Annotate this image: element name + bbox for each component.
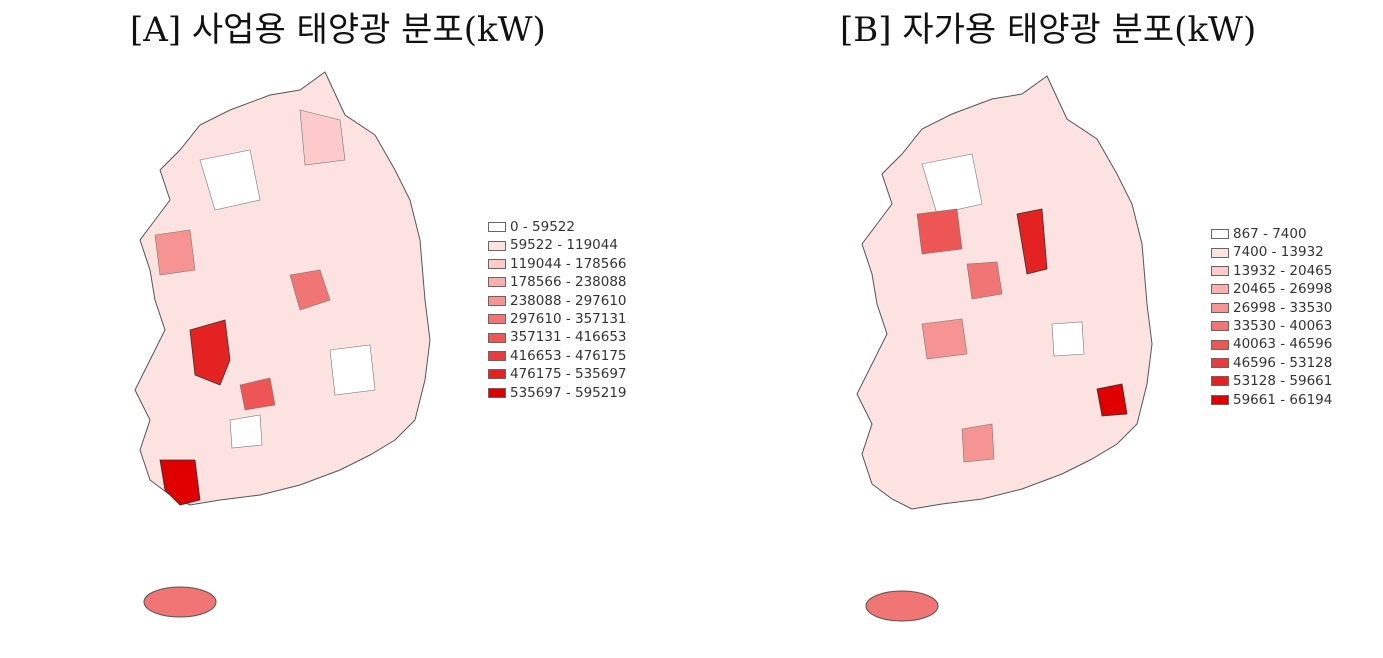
legend-swatch — [1211, 247, 1229, 258]
legend-swatch — [488, 369, 506, 380]
legend-label: 13932 - 20465 — [1233, 262, 1333, 279]
legend-label: 46596 - 53128 — [1233, 354, 1333, 371]
legend-swatch — [488, 222, 506, 233]
legend-item: 53128 - 59661 — [1211, 372, 1332, 390]
legend-swatch — [488, 277, 506, 288]
legend-item: 46596 - 53128 — [1211, 354, 1332, 372]
legend-item: 357131 - 416653 — [488, 328, 627, 346]
legend-label: 59522 - 119044 — [510, 237, 618, 254]
legend-label: 535697 - 595219 — [510, 384, 627, 401]
legend-swatch — [1211, 376, 1229, 387]
map-a — [134, 71, 431, 618]
legend-item: 867 - 7400 — [1211, 225, 1332, 243]
legend-label: 867 - 7400 — [1233, 226, 1307, 242]
legend-item: 59661 - 66194 — [1211, 391, 1332, 409]
legend-swatch — [488, 351, 506, 362]
legend-item: 26998 - 33530 — [1211, 299, 1332, 317]
legend-item: 297610 - 357131 — [488, 310, 627, 328]
legend-label: 33530 - 40063 — [1233, 318, 1333, 335]
legend-label: 59661 - 66194 — [1233, 391, 1333, 408]
legend-swatch — [1211, 321, 1229, 332]
legend-item: 33530 - 40063 — [1211, 317, 1332, 335]
legend-label: 357131 - 416653 — [510, 329, 627, 346]
legend-item: 13932 - 20465 — [1211, 262, 1332, 280]
legend-item: 20465 - 26998 — [1211, 280, 1332, 298]
map-b-title: [B] 자가용 태양광 분포(kW) — [840, 10, 1257, 50]
legend-item: 238088 - 297610 — [488, 292, 627, 310]
legend-label: 416653 - 476175 — [510, 347, 627, 364]
legend-swatch — [1211, 284, 1229, 295]
legend-label: 297610 - 357131 — [510, 311, 627, 328]
legend-swatch — [1211, 302, 1229, 313]
legend-swatch — [488, 387, 506, 398]
legend-swatch — [488, 314, 506, 325]
legend-label: 40063 - 46596 — [1233, 336, 1333, 353]
legend-label: 476175 - 535697 — [510, 366, 627, 383]
legend-item: 178566 - 238088 — [488, 273, 627, 291]
legend-item: 119044 - 178566 — [488, 255, 627, 273]
legend-swatch — [488, 295, 506, 306]
legend-label: 238088 - 297610 — [510, 292, 627, 309]
legend-item: 59522 - 119044 — [488, 236, 627, 254]
legend-swatch — [488, 240, 506, 251]
map-b — [856, 75, 1153, 622]
legend-label: 26998 - 33530 — [1233, 299, 1333, 316]
legend-label: 0 - 59522 — [510, 219, 575, 235]
legend-label: 178566 - 238088 — [510, 274, 627, 291]
legend-swatch — [488, 259, 506, 270]
legend-item: 416653 - 476175 — [488, 347, 627, 365]
legend-swatch — [1211, 266, 1229, 277]
legend-label: 119044 - 178566 — [510, 255, 627, 272]
legend-item: 7400 - 13932 — [1211, 243, 1332, 261]
map-a-title: [A] 사업용 태양광 분포(kW) — [130, 10, 546, 50]
legend-label: 53128 - 59661 — [1233, 373, 1333, 390]
legend-swatch — [1211, 358, 1229, 369]
legend-label: 7400 - 13932 — [1233, 244, 1324, 261]
legend-label: 20465 - 26998 — [1233, 281, 1333, 298]
legend-swatch — [1211, 229, 1229, 240]
legend-item: 0 - 59522 — [488, 218, 627, 236]
legend-item: 476175 - 535697 — [488, 365, 627, 383]
legend-swatch — [488, 332, 506, 343]
legend-swatch — [1211, 394, 1229, 405]
map-b-legend: 867 - 7400 7400 - 13932 13932 - 20465 20465… — [1211, 225, 1332, 409]
legend-item: 40063 - 46596 — [1211, 335, 1332, 353]
legend-item: 535697 - 595219 — [488, 384, 627, 402]
legend-swatch — [1211, 339, 1229, 350]
map-a-legend: 0 - 59522 59522 - 119044 119044 - 178566 17… — [488, 218, 627, 402]
